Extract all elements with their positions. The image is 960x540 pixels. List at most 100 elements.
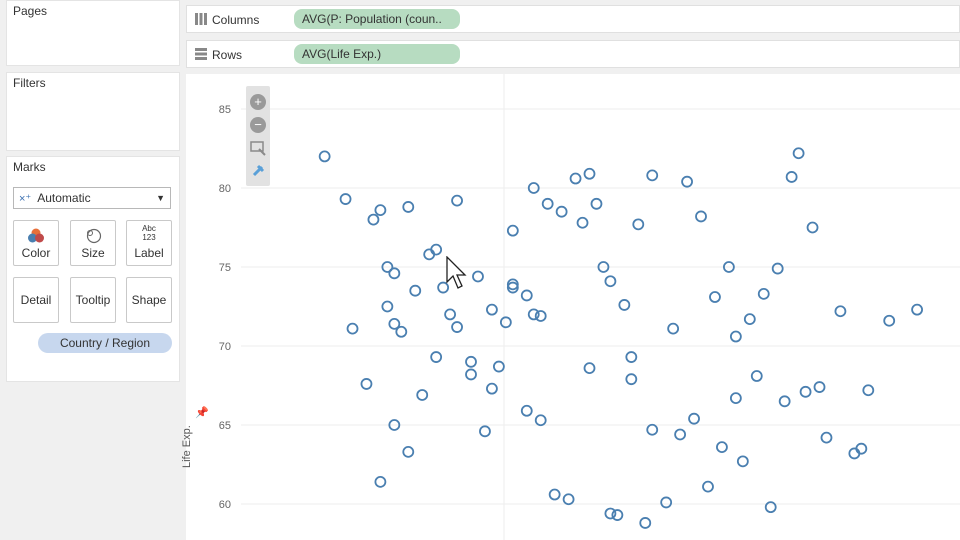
- scatter-point[interactable]: [604, 275, 617, 288]
- scatter-point[interactable]: [451, 321, 463, 333]
- scatter-point[interactable]: [736, 455, 749, 468]
- scatter-point[interactable]: [430, 351, 443, 363]
- scatter-point[interactable]: [402, 445, 415, 458]
- scatter-point[interactable]: [723, 261, 735, 273]
- scatter-point[interactable]: [611, 509, 624, 521]
- columns-shelf[interactable]: Columns AVG(P: Population (coun..: [186, 5, 960, 33]
- scatter-point[interactable]: [486, 382, 498, 395]
- scatter-point[interactable]: [583, 362, 596, 375]
- color-button[interactable]: Color: [13, 220, 59, 266]
- scatter-point[interactable]: [318, 150, 331, 163]
- scatter-point[interactable]: [646, 169, 659, 182]
- scatter-point[interactable]: [757, 287, 770, 300]
- tooltip-button[interactable]: Tooltip: [70, 277, 116, 323]
- scatter-point[interactable]: [848, 447, 861, 460]
- label-button[interactable]: Abc 123 Label: [126, 220, 172, 266]
- scatter-point[interactable]: [367, 213, 380, 226]
- scatter-point[interactable]: [695, 210, 707, 223]
- scatter-point[interactable]: [402, 201, 415, 213]
- scatter-point[interactable]: [360, 378, 373, 390]
- scatter-point[interactable]: [604, 507, 617, 520]
- scatter-point[interactable]: [506, 281, 519, 294]
- scatter-point[interactable]: [911, 303, 923, 316]
- columns-pill[interactable]: AVG(P: Population (coun..: [294, 9, 460, 29]
- scatter-point[interactable]: [472, 270, 484, 283]
- scatter-point[interactable]: [499, 316, 512, 329]
- scatter-point[interactable]: [618, 299, 631, 311]
- scatter-point[interactable]: [729, 392, 742, 405]
- scatter-point[interactable]: [806, 221, 819, 234]
- scatter-point[interactable]: [702, 480, 714, 493]
- detail-button[interactable]: Detail: [13, 277, 59, 323]
- scatter-point[interactable]: [778, 395, 791, 408]
- scatter-point[interactable]: [374, 204, 387, 217]
- scatter-point[interactable]: [548, 488, 561, 501]
- scatter-point[interactable]: [346, 322, 359, 335]
- scatter-point[interactable]: [688, 412, 700, 425]
- scatter-point[interactable]: [381, 300, 394, 313]
- scatter-point[interactable]: [506, 278, 519, 291]
- scatter-point[interactable]: [750, 370, 763, 382]
- scatter-plot[interactable]: 60 65 70 75 80 85: [186, 74, 960, 540]
- scatter-point[interactable]: [486, 303, 498, 316]
- shape-button[interactable]: Shape: [126, 277, 172, 323]
- scatter-point[interactable]: [716, 441, 728, 454]
- viz-area[interactable]: 60 65 70 75 80 85 + − 📌 Life Exp.: [181, 74, 960, 540]
- scatter-point[interactable]: [534, 414, 547, 427]
- scatter-point[interactable]: [590, 197, 603, 210]
- scatter-point[interactable]: [416, 389, 429, 401]
- size-button[interactable]: Size: [70, 220, 116, 266]
- scatter-point[interactable]: [681, 175, 693, 188]
- scatter-point[interactable]: [792, 147, 805, 160]
- scatter-point[interactable]: [764, 501, 777, 514]
- zoom-area-icon[interactable]: [250, 140, 266, 156]
- scatter-point[interactable]: [479, 425, 491, 438]
- scatter-point[interactable]: [527, 182, 540, 194]
- scatter-point[interactable]: [583, 167, 596, 180]
- country-region-pill[interactable]: Country / Region: [38, 333, 172, 353]
- scatter-point[interactable]: [660, 496, 673, 509]
- scatter-point[interactable]: [451, 194, 463, 207]
- scatter-point[interactable]: [820, 431, 833, 444]
- scatter-point[interactable]: [520, 404, 533, 417]
- scatter-point[interactable]: [534, 310, 547, 322]
- scatter-point[interactable]: [562, 493, 575, 506]
- scatter-point[interactable]: [388, 419, 401, 431]
- scatter-point[interactable]: [883, 314, 896, 327]
- pages-card[interactable]: Pages: [6, 0, 180, 66]
- scatter-point[interactable]: [465, 368, 477, 381]
- zoom-out-button[interactable]: −: [250, 117, 266, 133]
- scatter-point[interactable]: [576, 216, 589, 229]
- scatter-point[interactable]: [555, 205, 568, 218]
- scatter-point[interactable]: [709, 291, 721, 303]
- scatter-point[interactable]: [834, 305, 847, 318]
- scatter-point[interactable]: [506, 224, 519, 237]
- scatter-point[interactable]: [430, 243, 443, 256]
- scatter-point[interactable]: [381, 261, 394, 273]
- scatter-point[interactable]: [527, 308, 540, 321]
- mark-type-dropdown[interactable]: ×⁺ Automatic ▼: [13, 187, 171, 209]
- scatter-point[interactable]: [625, 351, 638, 363]
- rows-shelf[interactable]: Rows AVG(Life Exp.): [186, 40, 960, 68]
- scatter-point[interactable]: [388, 317, 401, 330]
- scatter-point[interactable]: [492, 360, 505, 373]
- scatter-point[interactable]: [444, 308, 457, 321]
- scatter-point[interactable]: [569, 172, 582, 185]
- scatter-point[interactable]: [667, 322, 680, 335]
- scatter-point[interactable]: [374, 475, 387, 488]
- scatter-point[interactable]: [632, 218, 645, 231]
- scatter-point[interactable]: [395, 325, 408, 338]
- scatter-point[interactable]: [465, 355, 477, 368]
- rows-pill[interactable]: AVG(Life Exp.): [294, 44, 460, 64]
- pin-icon[interactable]: 📌: [195, 407, 209, 419]
- filters-card[interactable]: Filters: [6, 72, 180, 151]
- scatter-point[interactable]: [785, 171, 798, 183]
- scatter-point[interactable]: [520, 289, 533, 302]
- scatter-point[interactable]: [388, 267, 401, 280]
- scatter-point[interactable]: [639, 517, 652, 529]
- scatter-point[interactable]: [813, 381, 826, 393]
- scatter-point[interactable]: [339, 193, 352, 205]
- scatter-point[interactable]: [729, 330, 742, 343]
- scatter-point[interactable]: [743, 313, 756, 326]
- scatter-point[interactable]: [646, 423, 659, 436]
